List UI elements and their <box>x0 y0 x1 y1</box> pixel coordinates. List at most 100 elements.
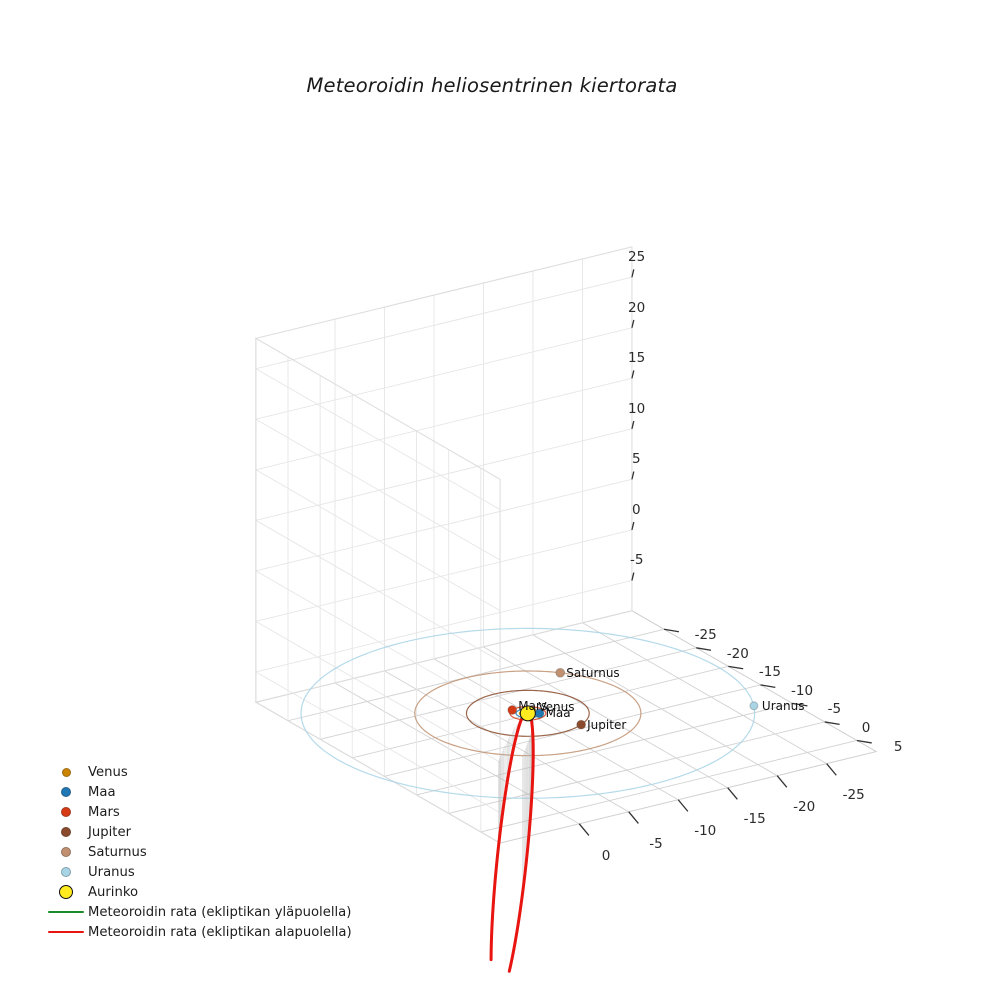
x-tick-label-1: -20 <box>726 645 749 662</box>
x-tick-mark <box>728 665 744 670</box>
x-tick-label-4: -5 <box>827 701 842 718</box>
y-tick-mark <box>578 823 590 836</box>
x-tick-mark <box>792 702 808 707</box>
z-tick-mark <box>631 420 635 429</box>
grid-line-backwall-z <box>255 368 501 510</box>
x-tick-mark <box>696 647 712 651</box>
x-tick-mark <box>856 739 872 744</box>
legend-marker-jupiter <box>61 827 71 837</box>
legend-marker-aurinko <box>59 885 73 899</box>
grid-line-bottom-x <box>320 647 697 740</box>
y-tick-mark <box>776 775 788 788</box>
y-tick-label-4: -5 <box>649 835 663 852</box>
x-tick-label-3: -10 <box>791 682 814 699</box>
grid-line-bottom-x <box>480 740 857 833</box>
legend-line-swatch <box>48 930 84 934</box>
z-tick-label-1: 20 <box>627 299 646 316</box>
x-tick-mark <box>663 628 680 633</box>
legend-item-jupiter: Jupiter <box>44 822 352 842</box>
grid-line-bottom-y <box>483 646 728 789</box>
y-tick-label-3: -10 <box>694 823 717 840</box>
planet-label-uranus: Uranus <box>761 698 805 713</box>
planet-label-venus: Venus <box>538 699 575 714</box>
legend-label: Meteoroidin rata (ekliptikan alapuolella… <box>88 924 352 940</box>
z-tick-label-4: 5 <box>631 451 641 468</box>
x-tick-label-2: -15 <box>758 664 781 681</box>
legend-line-swatch <box>48 910 84 914</box>
grid-line-backwall-z <box>255 671 501 814</box>
legend-item-venus: Venus <box>44 762 352 782</box>
legend-item-mars: Mars <box>44 802 352 822</box>
legend-key-marker <box>44 885 88 899</box>
x-tick-mark <box>760 684 776 688</box>
planet-label-saturnus: Saturnus <box>566 665 620 680</box>
grid-line-bottom-y <box>532 634 778 777</box>
legend-marker-maa <box>61 787 71 797</box>
grid-line-leftwall-z <box>255 276 633 370</box>
grid-line-leftwall-z <box>255 377 633 471</box>
grid-line-bottom-y <box>384 670 629 813</box>
planet-marker-saturnus <box>555 667 566 678</box>
grid-line-backwall-z <box>255 519 501 662</box>
z-tick-label-3: 10 <box>627 400 646 417</box>
y-tick-label-1: -20 <box>793 799 816 816</box>
legend-item-saturnus: Saturnus <box>44 842 352 862</box>
legend-marker-venus <box>61 767 71 777</box>
grid-line-bottom-x <box>416 702 793 796</box>
planet-marker-jupiter <box>576 719 587 730</box>
y-tick-label-2: -15 <box>743 811 766 828</box>
orbit-saturnus <box>414 670 642 757</box>
legend-label: Uranus <box>88 864 135 880</box>
y-tick-mark <box>727 787 738 800</box>
z-tick-mark <box>631 471 635 480</box>
legend-key-marker <box>44 867 88 877</box>
grid-line-backwall-z <box>255 469 501 612</box>
grid-line-bottom-y <box>334 682 580 825</box>
z-tick-mark <box>631 521 635 531</box>
orbit-jupiter <box>465 689 590 737</box>
y-tick-mark <box>628 811 639 824</box>
sun-marker <box>519 705 536 722</box>
y-tick-mark <box>826 763 837 776</box>
legend-key-line <box>44 910 88 914</box>
page-title: Meteoroidin heliosentrinen kiertorata <box>306 74 678 97</box>
z-tick-mark <box>631 370 635 379</box>
planet-label-maa: Maa <box>545 706 571 721</box>
orbit-mars <box>509 706 547 721</box>
legend-item-aurinko: Aurinko <box>44 882 352 902</box>
z-tick-mark <box>631 572 635 581</box>
grid-line-bottom-x <box>384 684 761 777</box>
y-tick-label-5: 0 <box>601 847 611 864</box>
grid-line-leftwall-z <box>255 529 633 622</box>
z-tick-label-5: 0 <box>631 501 641 518</box>
legend-key-marker <box>44 767 88 777</box>
legend-item-meteoroidin: Meteoroidin rata (ekliptikan alapuolella… <box>44 922 352 942</box>
z-tick-mark <box>631 319 635 328</box>
legend: Venus Maa Mars Jupiter Saturnus Uranus Aurinko… <box>44 762 352 942</box>
z-tick-label-2: 15 <box>627 350 646 367</box>
planet-label-mars: Mars <box>518 699 548 713</box>
meteoroid-path-below-2 <box>507 711 535 973</box>
back-pane-border <box>255 337 501 844</box>
legend-key-marker <box>44 807 88 817</box>
grid-line-leftwall-z <box>255 327 633 420</box>
grid-line-leftwall-z <box>255 428 633 521</box>
legend-item-meteoroidin: Meteoroidin rata (ekliptikan yläpuolella… <box>44 902 352 922</box>
legend-item-uranus: Uranus <box>44 862 352 882</box>
legend-key-marker <box>44 847 88 857</box>
x-tick-mark <box>824 721 840 726</box>
x-tick-label-6: 5 <box>893 738 903 755</box>
planet-label-jupiter: Jupiter <box>587 717 627 732</box>
z-tick-label-0: 25 <box>627 249 646 266</box>
legend-label: Mars <box>88 804 120 820</box>
legend-label: Venus <box>88 764 128 780</box>
legend-key-marker <box>44 787 88 797</box>
grid-line-bottom-y <box>582 622 827 765</box>
legend-marker-mars <box>61 807 71 817</box>
legend-key-line <box>44 930 88 934</box>
x-tick-label-0: -25 <box>694 627 717 644</box>
meteoroid-path-below-0 <box>489 715 524 962</box>
legend-label: Aurinko <box>88 884 139 900</box>
